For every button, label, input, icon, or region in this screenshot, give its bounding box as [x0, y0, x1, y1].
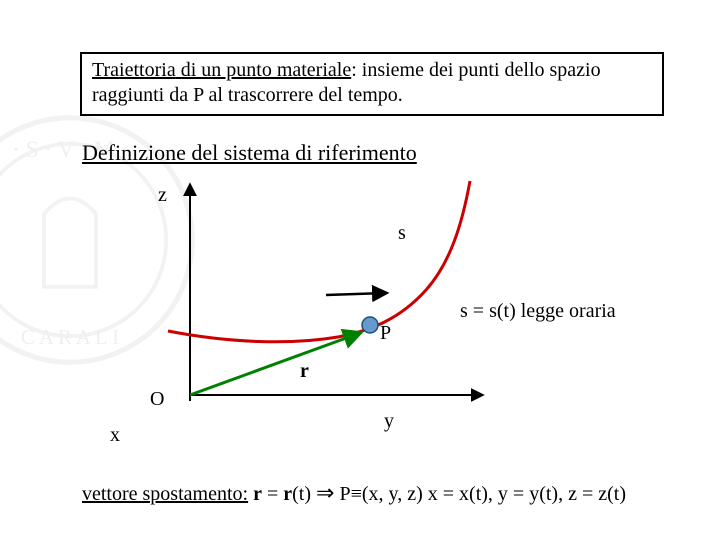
bottom-equation-line: vettore spostamento: r = r(t) ⇒ P≡(x, y,… — [82, 480, 626, 506]
definition-box: Traiettoria di un punto materiale: insie… — [80, 52, 664, 116]
trajectory-curve — [168, 181, 470, 342]
bottom-t: (t) — [292, 483, 316, 505]
bottom-eq: = — [262, 483, 283, 505]
bottom-rest: P≡(x, y, z) x = x(t), y = y(t), z = z(t) — [334, 483, 626, 505]
subheading: Definizione del sistema di riferimento — [82, 140, 417, 166]
label-s: s — [398, 222, 406, 245]
label-z: z — [158, 184, 167, 207]
label-x: x — [110, 424, 120, 447]
arrow-implies-icon: ⇒ — [316, 480, 334, 505]
equation-s-of-t: s = s(t) legge oraria — [460, 300, 616, 323]
point-p-marker — [362, 317, 378, 333]
label-p: P — [380, 322, 391, 345]
bottom-r2: r — [283, 483, 292, 505]
label-y: y — [384, 410, 394, 433]
def-term-mid: di un punto materiale — [176, 59, 352, 81]
label-o: O — [150, 388, 164, 411]
tangent-arrow — [326, 293, 386, 295]
bottom-underline: vettore spostamento: — [82, 483, 248, 505]
def-term: Traiettoria — [92, 59, 176, 81]
label-r: r — [300, 360, 309, 383]
bottom-r1: r — [248, 483, 262, 505]
trajectory-diagram — [70, 175, 510, 435]
